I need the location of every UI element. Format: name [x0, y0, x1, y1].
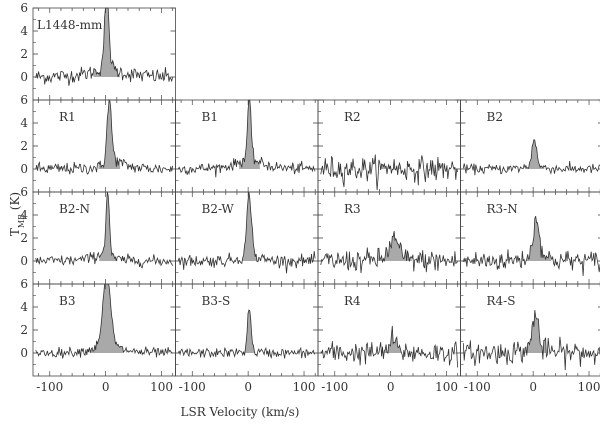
- panel-label: B3-S: [202, 294, 231, 308]
- panel-frame: [460, 283, 600, 377]
- panel-label: R1: [59, 110, 76, 124]
- y-tick-label: 6: [20, 277, 28, 291]
- spectrum-line: [177, 309, 316, 359]
- spectrum-line: [35, 7, 173, 86]
- x-tick-label: 100: [293, 380, 316, 394]
- spectrum-line: [177, 191, 316, 274]
- panel-frame: [460, 191, 600, 285]
- panel-label: R4: [344, 294, 361, 308]
- panel-b2-n: 0 2 4 6 B2-N: [20, 185, 176, 285]
- panel-frame: [460, 99, 600, 193]
- emission-fill: [380, 159, 402, 169]
- spectrum-line: [462, 216, 600, 277]
- emission-fill: [240, 192, 260, 261]
- x-tick-label: 0: [102, 380, 110, 394]
- emission-fill: [93, 8, 121, 77]
- emission-fill: [522, 216, 551, 261]
- panel-frame: [317, 191, 461, 285]
- panel-frame: [317, 99, 461, 193]
- x-tick-label: 0: [244, 380, 252, 394]
- panel-b3: 0 2 4 6 -100 0 100 B3: [20, 277, 176, 394]
- panel-r4-s: -100 0 100 R4-S: [460, 283, 600, 394]
- spectrum-line: [177, 99, 316, 178]
- panel-frame: [317, 283, 461, 377]
- panel-label: R2: [344, 110, 361, 124]
- panels-layer: 0 2 4 6 L1448-mm 0 2 4 6 R1 B1 R2 B2 0 2 4 6 B2-N B2-W R3 R3…: [20, 1, 600, 394]
- spectrum-line: [35, 98, 173, 175]
- y-tick-label: 2: [20, 231, 28, 245]
- y-tick-label: 0: [20, 346, 28, 360]
- y-axis-label: TMB (K): [8, 192, 26, 236]
- x-tick-label: -100: [464, 380, 491, 394]
- x-axis-label: LSR Velocity (km/s): [181, 405, 300, 419]
- y-tick-label: 6: [20, 93, 28, 107]
- panel-l1448-mm: 0 2 4 6 L1448-mm: [20, 1, 176, 101]
- emission-fill: [90, 284, 125, 353]
- panel-label: B2-N: [59, 202, 90, 216]
- emission-fill: [381, 325, 405, 353]
- panel-label: B2-W: [202, 202, 235, 216]
- x-tick-label: 100: [435, 380, 458, 394]
- panel-label: R3: [344, 202, 361, 216]
- labels-layer: LSR Velocity (km/s) TMB (K): [8, 192, 299, 419]
- y-axis-label-main: T: [8, 228, 22, 236]
- y-tick-label: 2: [20, 47, 28, 61]
- x-tick-label: 100: [578, 380, 600, 394]
- spectrum-line: [320, 154, 458, 191]
- x-tick-label: -100: [36, 380, 63, 394]
- panel-r3-n: R3-N: [460, 191, 600, 285]
- emission-fill: [98, 100, 121, 169]
- y-tick-label: 4: [20, 208, 28, 222]
- panel-r1: 0 2 4 6 R1: [20, 93, 176, 193]
- panel-r3: R3: [317, 191, 461, 285]
- spectrum-line: [320, 230, 458, 274]
- emission-fill: [239, 100, 260, 169]
- panel-b2-w: B2-W: [175, 191, 319, 285]
- emission-fill: [242, 310, 257, 353]
- panel-label: L1448-mm: [37, 18, 103, 32]
- x-tick-label: 100: [150, 380, 173, 394]
- y-tick-label: 4: [20, 116, 28, 130]
- panel-r2: R2: [317, 99, 461, 193]
- panel-label: R4-S: [487, 294, 516, 308]
- panel-label: B2: [487, 110, 503, 124]
- x-tick-label: 0: [529, 380, 537, 394]
- emission-fill: [523, 310, 549, 353]
- x-tick-label: -100: [321, 380, 348, 394]
- y-tick-label: 6: [20, 185, 28, 199]
- panel-b1: B1: [175, 99, 319, 193]
- panel-b2: B2: [460, 99, 600, 193]
- panel-r4: -100 0 100 R4: [317, 283, 461, 394]
- emission-fill: [376, 231, 412, 261]
- panel-label: R3-N: [487, 202, 518, 216]
- panel-frame: [32, 99, 176, 193]
- y-tick-label: 2: [20, 139, 28, 153]
- y-tick-label: 4: [20, 300, 28, 314]
- y-tick-label: 0: [20, 70, 28, 84]
- y-tick-label: 0: [20, 162, 28, 176]
- panel-frame: [32, 191, 176, 285]
- y-tick-label: 6: [20, 1, 28, 15]
- y-axis-label-sub: MB: [17, 214, 26, 228]
- spectrum-line: [35, 283, 173, 359]
- panel-frame: [175, 283, 319, 377]
- panel-label: B1: [202, 110, 218, 124]
- emission-fill: [99, 192, 118, 261]
- x-tick-label: -100: [179, 380, 206, 394]
- y-tick-label: 2: [20, 323, 28, 337]
- spectrum-line: [462, 139, 600, 176]
- panel-b3-s: -100 0 100 B3-S: [175, 283, 319, 394]
- y-axis-label-unit: (K): [8, 192, 22, 214]
- spectrum-line: [35, 191, 173, 269]
- y-tick-label: 4: [20, 24, 28, 38]
- y-tick-label: 0: [20, 254, 28, 268]
- emission-fill: [525, 139, 545, 169]
- spectrum-line: [462, 310, 600, 371]
- x-tick-label: 0: [387, 380, 395, 394]
- spectrum-line: [320, 325, 458, 368]
- panel-label: B3: [59, 294, 75, 308]
